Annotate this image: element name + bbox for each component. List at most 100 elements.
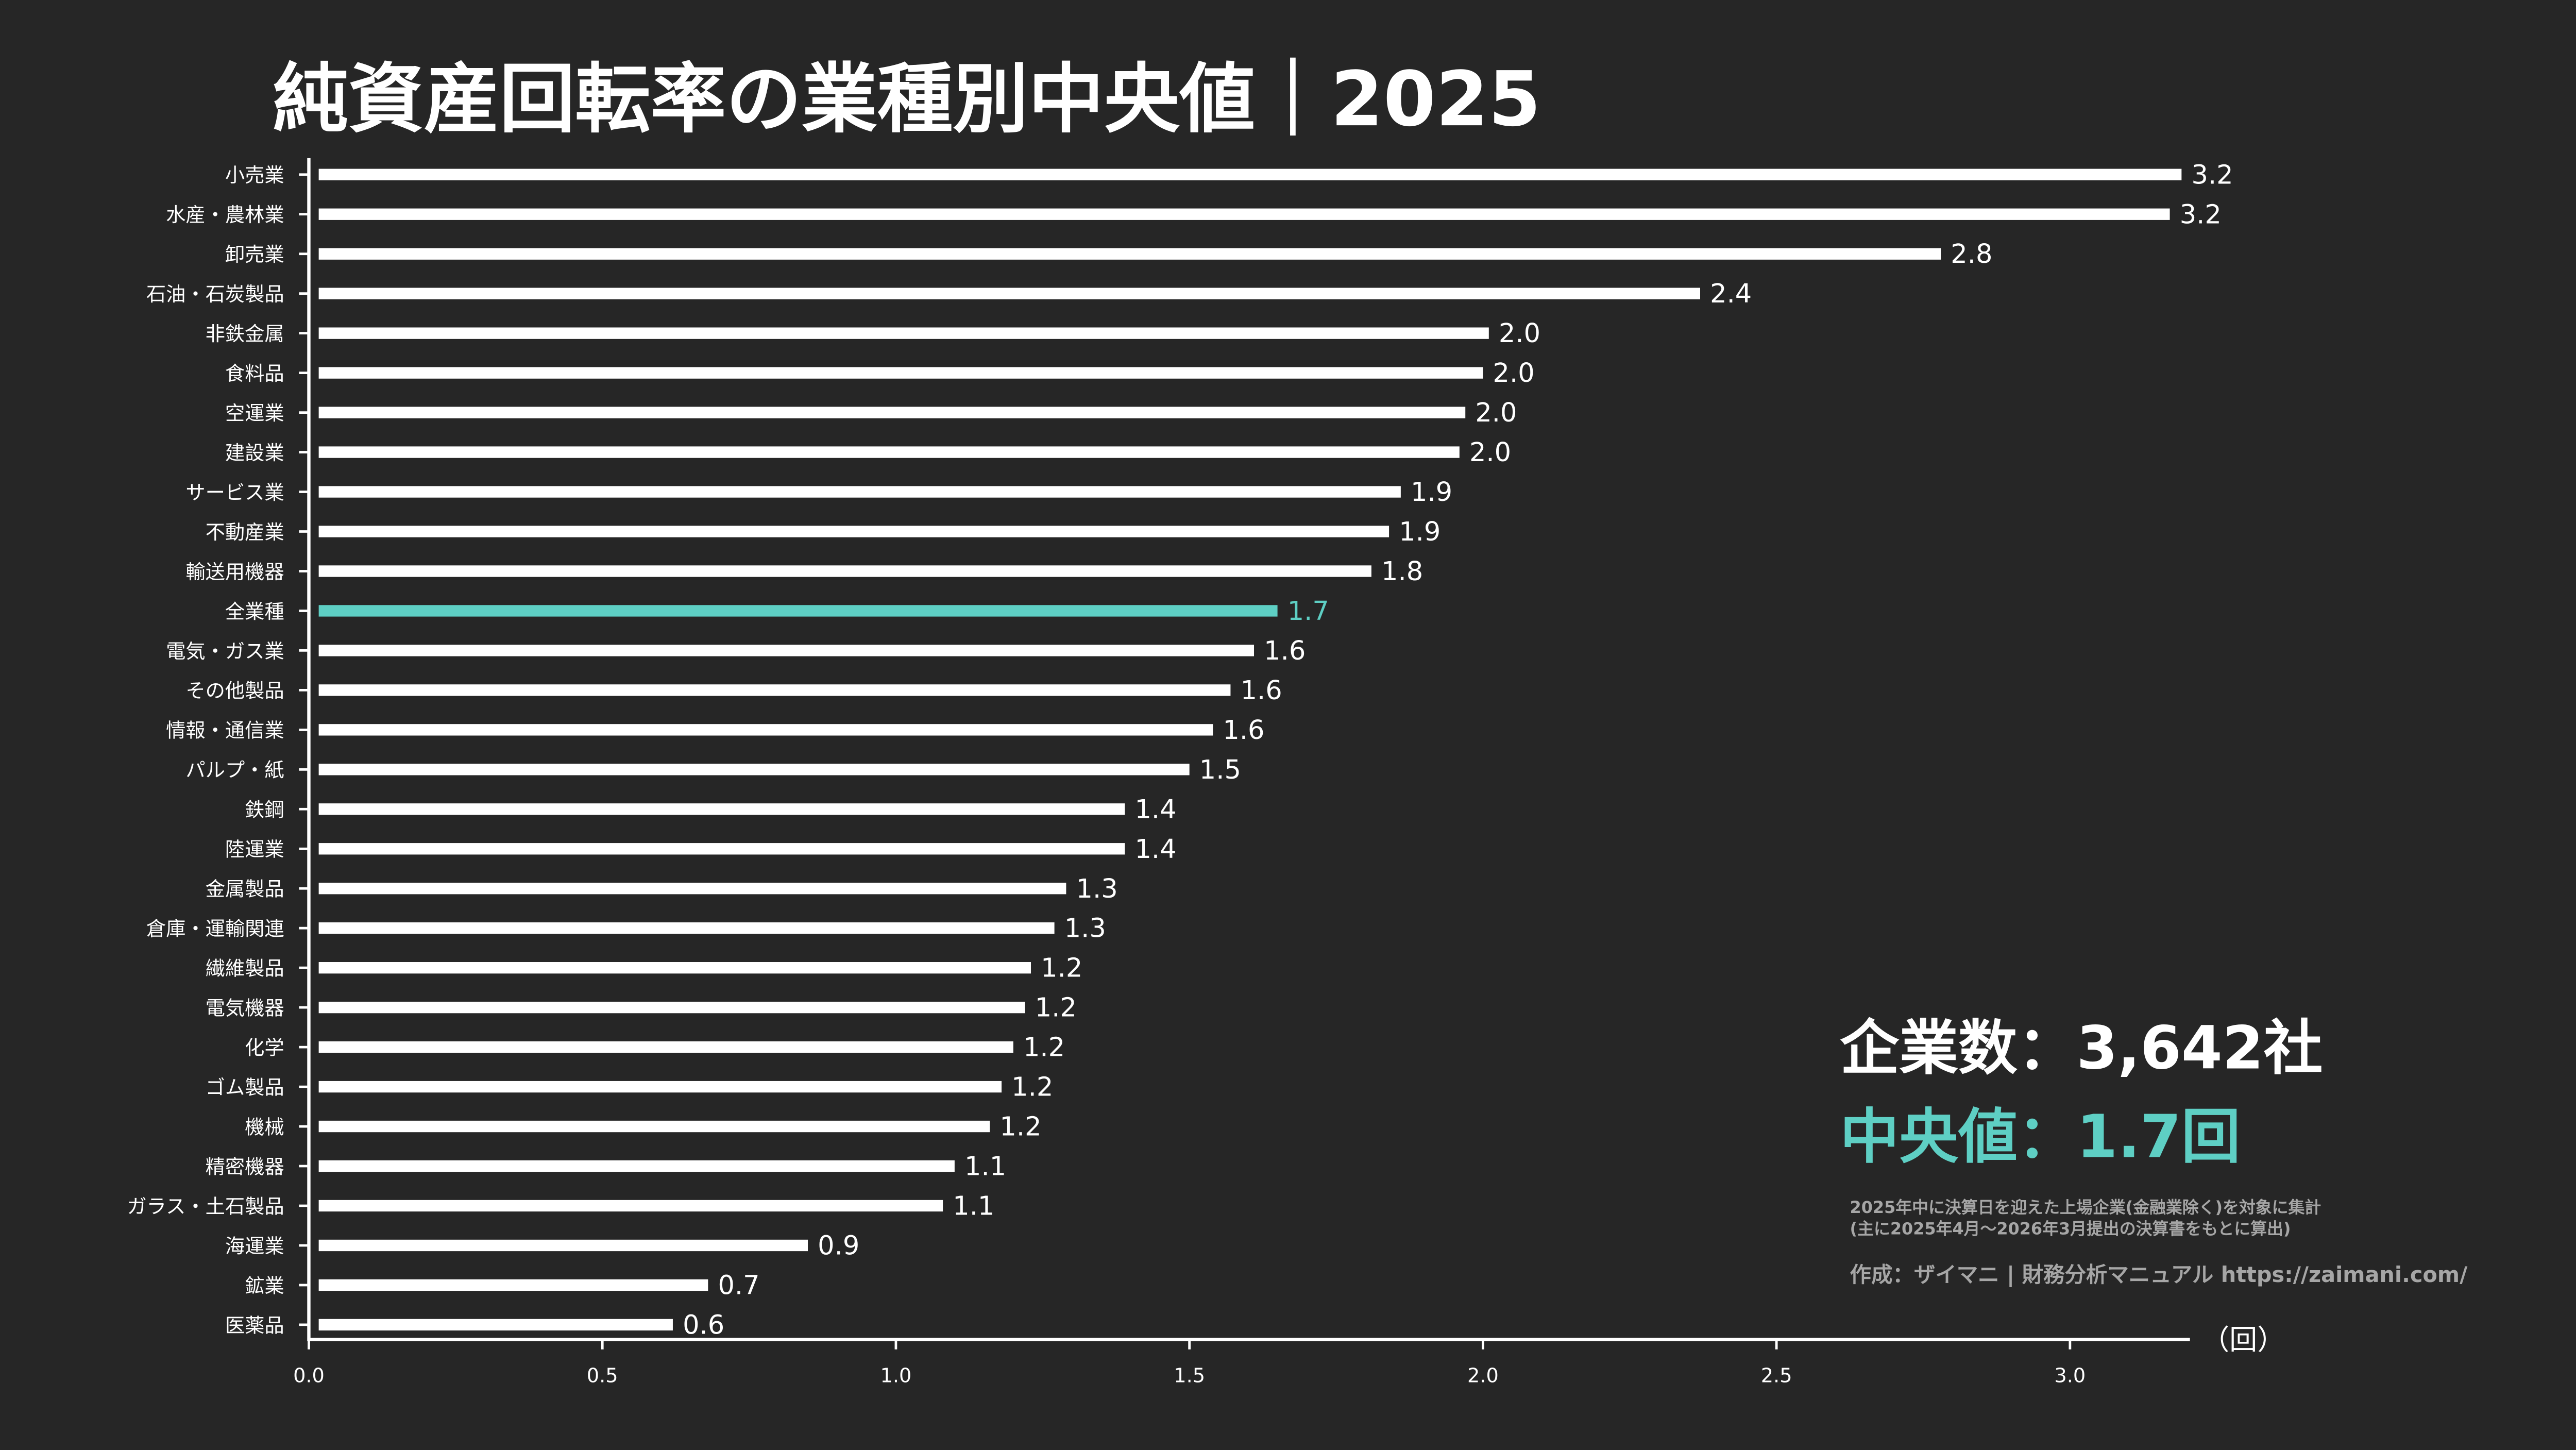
category-label: ゴム製品 xyxy=(206,1076,284,1099)
category-label: 医薬品 xyxy=(225,1314,284,1337)
bar xyxy=(318,327,1489,339)
bar-value-label: 3.2 xyxy=(2191,160,2233,190)
bar xyxy=(318,208,2170,220)
bar xyxy=(318,764,1190,775)
bar-value-label: 1.2 xyxy=(1041,953,1082,984)
category-label: 食料品 xyxy=(225,362,284,385)
bar-value-label: 0.7 xyxy=(718,1270,759,1301)
category-label: 卸売業 xyxy=(225,243,284,266)
category-label: 陸運業 xyxy=(225,838,284,862)
category-label: 小売業 xyxy=(225,164,284,187)
bar-value-label: 0.9 xyxy=(818,1231,859,1261)
bar xyxy=(318,526,1389,537)
company-count: 企業数：3,642社 xyxy=(1840,1014,2323,1083)
bar-value-label: 0.6 xyxy=(683,1310,724,1340)
bar xyxy=(318,1319,673,1331)
bar-value-label: 1.9 xyxy=(1411,477,1452,508)
bar xyxy=(318,1279,708,1291)
bar-value-label: 1.2 xyxy=(1035,993,1077,1023)
bar xyxy=(318,1200,943,1212)
bar xyxy=(318,1041,1013,1053)
axes-group: 0.0 0.5 1.0 1.5 2.0 2.5 3.0 小売業水産・農林業卸売業石油・石炭製品… xyxy=(127,158,2190,1388)
x-axis-label: （回） xyxy=(2201,1324,2285,1356)
bar xyxy=(318,288,1700,299)
bar xyxy=(318,1081,1002,1093)
bar-value-label: 1.6 xyxy=(1223,715,1264,746)
bar-value-label: 1.1 xyxy=(964,1152,1006,1182)
credit-text: 作成：ザイマニ | 財務分析マニュアル https://zaimani.com/ xyxy=(1850,1262,2468,1288)
bar xyxy=(318,803,1125,815)
median-value: 中央値：1.7回 xyxy=(1840,1103,2240,1172)
category-label: パルプ・紙 xyxy=(185,759,284,782)
bar-value-label: 1.4 xyxy=(1134,795,1176,825)
category-label: 石油・石炭製品 xyxy=(146,283,284,306)
bar xyxy=(318,407,1466,418)
bar xyxy=(318,565,1371,577)
category-label: 化学 xyxy=(245,1036,284,1059)
x-tick-label: 2.5 xyxy=(1761,1364,1792,1388)
x-tick-label: 0.5 xyxy=(587,1364,618,1388)
category-label: 電気・ガス業 xyxy=(166,640,284,663)
bar xyxy=(318,1120,990,1133)
category-label: 金属製品 xyxy=(206,878,284,901)
bar xyxy=(318,1239,808,1252)
bar xyxy=(318,645,1255,656)
x-tick-label: 2.0 xyxy=(1467,1364,1499,1388)
bar-value-label: 1.7 xyxy=(1287,596,1329,627)
note-line-2: (主に2025年4月～2026年3月提出の決算書をもとに算出) xyxy=(1850,1219,2291,1239)
bar xyxy=(318,605,1278,617)
category-label: 全業種 xyxy=(225,600,284,623)
bar-value-label: 1.3 xyxy=(1076,874,1118,904)
bar xyxy=(318,922,1055,934)
bar-value-label: 2.0 xyxy=(1469,437,1511,468)
category-label: ガラス・土石製品 xyxy=(127,1195,284,1218)
category-label: 繊維製品 xyxy=(206,957,284,981)
bar xyxy=(318,168,2182,180)
bar-value-label: 3.2 xyxy=(2180,199,2222,230)
x-tick-label: 0.0 xyxy=(293,1364,325,1388)
bar-value-label: 1.1 xyxy=(953,1191,994,1222)
bar-value-label: 2.8 xyxy=(1951,239,1992,269)
category-label: 輸送用機器 xyxy=(185,561,284,584)
note-line-1: 2025年中に決算日を迎えた上場企業(金融業除く)を対象に集計 xyxy=(1850,1198,2321,1217)
bar-value-label: 1.2 xyxy=(1023,1033,1065,1063)
category-label: 機械 xyxy=(245,1116,284,1139)
bar-value-label: 1.2 xyxy=(999,1112,1041,1142)
chart-title: 純資産回転率の業種別中央値｜2025 xyxy=(273,55,1541,143)
bar xyxy=(318,684,1231,696)
bar xyxy=(318,724,1213,736)
category-label: 情報・通信業 xyxy=(166,719,284,743)
bar-value-label: 1.8 xyxy=(1381,557,1423,587)
bar xyxy=(318,248,1941,260)
category-label: 鉱業 xyxy=(245,1274,284,1297)
category-label: 建設業 xyxy=(225,442,284,465)
x-tick-label: 3.0 xyxy=(2054,1364,2086,1388)
bar xyxy=(318,367,1483,379)
category-label: 水産・農林業 xyxy=(166,204,284,227)
category-label: 電気機器 xyxy=(206,997,284,1020)
bar xyxy=(318,843,1125,855)
bar xyxy=(318,883,1066,895)
bar-value-label: 2.0 xyxy=(1493,358,1535,389)
category-label: サービス業 xyxy=(185,481,284,504)
category-label: 鉄鋼 xyxy=(245,799,284,822)
category-label: 空運業 xyxy=(225,402,284,425)
bar-value-label: 1.6 xyxy=(1241,676,1282,706)
bar-value-label: 2.0 xyxy=(1475,398,1517,428)
category-label: 不動産業 xyxy=(206,521,284,544)
bar-value-label: 1.9 xyxy=(1399,517,1440,547)
bar-value-label: 1.6 xyxy=(1264,636,1306,666)
bar xyxy=(318,962,1031,974)
bar-value-label: 1.2 xyxy=(1011,1072,1053,1103)
x-tick-label: 1.5 xyxy=(1174,1364,1205,1388)
bar xyxy=(318,446,1460,458)
bar xyxy=(318,1160,955,1172)
category-label: 精密機器 xyxy=(206,1155,284,1178)
bars-group: 3.2 3.2 2.8 2.4 2.0 2.0 2.0 2.0 1.9 1.9 1.8 1.7 1.6 1… xyxy=(318,160,2233,1340)
x-tick-label: 1.0 xyxy=(880,1364,912,1388)
category-label: 倉庫・運輸関連 xyxy=(146,918,284,941)
bar xyxy=(318,1001,1025,1014)
bar-value-label: 2.4 xyxy=(1710,279,1752,309)
bar-value-label: 1.4 xyxy=(1134,834,1176,865)
